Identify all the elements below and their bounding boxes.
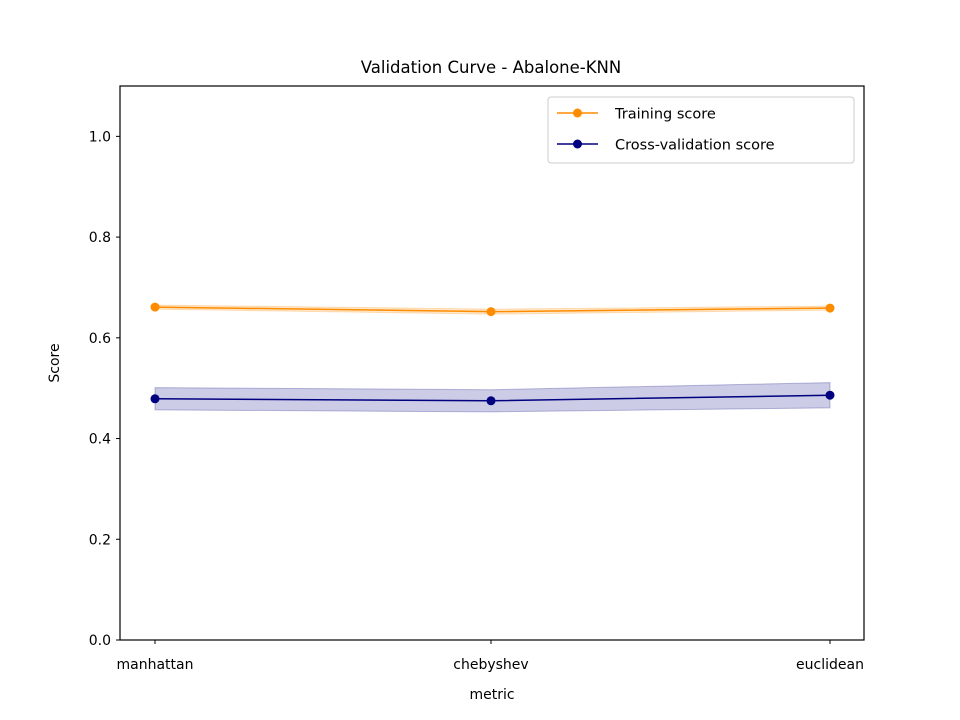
y-tick-label: 0.2	[89, 532, 111, 548]
legend-marker-dot-training	[573, 108, 582, 118]
x-axis-label: metric	[469, 687, 514, 703]
y-tick-label: 1.0	[89, 129, 111, 145]
point-training-chebyshev	[486, 307, 496, 317]
x-tick-label-chebyshev: chebyshev	[453, 657, 528, 673]
legend-label-training: Training score	[614, 107, 716, 123]
legend-frame	[547, 96, 855, 164]
chart-title: Validation Curve - Abalone-KNN	[361, 58, 621, 77]
plot-area-frame	[119, 85, 865, 641]
legend-entry-cross-validation: Cross-validation score	[557, 138, 775, 154]
y-axis-label: Score	[47, 343, 63, 382]
point-cross-validation-euclidean	[825, 390, 835, 400]
y-tick-label: 0.4	[89, 432, 111, 448]
series-points	[150, 302, 835, 406]
y-tick-label: 0.0	[89, 633, 111, 649]
legend-entry-training: Training score	[557, 107, 716, 123]
point-cross-validation-chebyshev	[486, 396, 496, 406]
x-tick-label-euclidean: euclidean	[796, 657, 864, 673]
y-tick-label: 0.6	[89, 331, 111, 347]
x-axis-ticks: manhattan chebyshev euclidean	[117, 640, 864, 673]
legend: Training score Cross-validation score	[547, 96, 855, 164]
point-training-manhattan	[150, 302, 160, 312]
y-axis-ticks: 0.0 0.2 0.4 0.6 0.8 1.0	[89, 129, 120, 649]
legend-marker-dot-cross-validation	[573, 139, 582, 149]
y-tick-label: 0.8	[89, 230, 111, 246]
point-training-euclidean	[825, 303, 835, 313]
x-tick-label-manhattan: manhattan	[117, 657, 194, 673]
legend-label-cross-validation: Cross-validation score	[615, 138, 775, 154]
point-cross-validation-manhattan	[150, 394, 160, 404]
